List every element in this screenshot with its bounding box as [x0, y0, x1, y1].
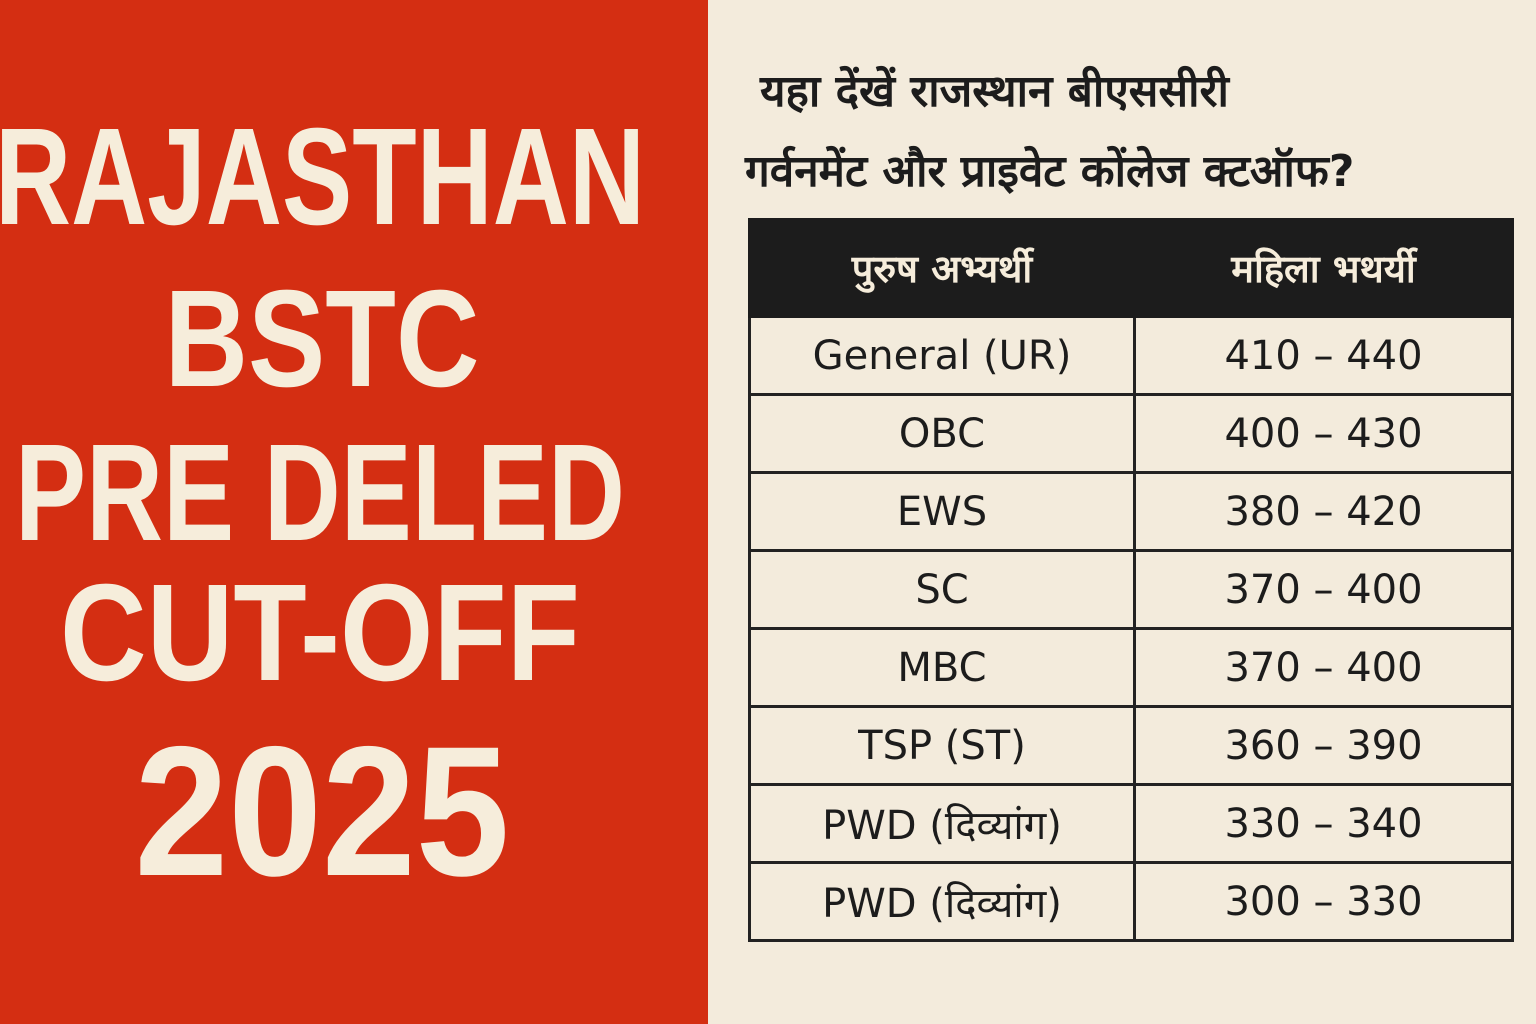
- range-cell: 370 – 400: [1133, 549, 1514, 630]
- range-cell: 410 – 440: [1133, 315, 1514, 396]
- title-line: RAJASTHAN: [0, 100, 645, 254]
- range-cell: 370 – 400: [1133, 627, 1514, 708]
- title-line: CUT-OFF: [60, 556, 580, 710]
- table-row: PWD (दिव्यांग) 330 – 340: [748, 783, 1514, 864]
- category-cell: TSP (ST): [748, 705, 1136, 786]
- table-row: TSP (ST) 360 – 390: [748, 705, 1514, 786]
- title-panel: RAJASTHAN BSTC PRE DELED CUT-OFF 2025: [0, 0, 708, 1024]
- title-line: BSTC: [165, 262, 480, 416]
- header-row: पुरुष अभ्यर्थी महिला भथर्यी: [748, 218, 1514, 318]
- table-row: EWS 380 – 420: [748, 471, 1514, 552]
- range-cell: 380 – 420: [1133, 471, 1514, 552]
- table-body: General (UR) 410 – 440 OBC 400 – 430 EWS 380 …: [748, 315, 1514, 942]
- header-cell: महिला भथर्यी: [1133, 218, 1514, 318]
- category-cell: SC: [748, 549, 1136, 630]
- title-line: 2025: [135, 709, 510, 915]
- table-row: MBC 370 – 400: [748, 627, 1514, 708]
- range-cell: 400 – 430: [1133, 393, 1514, 474]
- heading-line: यहा देंखें राजस्थान बीएससीरी: [760, 66, 1229, 117]
- category-cell: OBC: [748, 393, 1136, 474]
- table-row: OBC 400 – 430: [748, 393, 1514, 474]
- cutoff-table: पुरुष अभ्यर्थी महिला भथर्यी General (UR) 4…: [748, 218, 1514, 942]
- category-cell: PWD (दिव्यांग): [748, 783, 1136, 864]
- category-cell: MBC: [748, 627, 1136, 708]
- range-cell: 360 – 390: [1133, 705, 1514, 786]
- table-row: SC 370 – 400: [748, 549, 1514, 630]
- title-line: PRE DELED: [15, 416, 625, 570]
- heading-line: गर्वनमेंट और प्राइवेट कोंलेज क्टऑफ?: [745, 146, 1355, 197]
- range-cell: 300 – 330: [1133, 861, 1514, 942]
- table-row: General (UR) 410 – 440: [748, 315, 1514, 396]
- category-cell: General (UR): [748, 315, 1136, 396]
- heading: यहा देंखें राजस्थान बीएससीरी गर्वनमेंट औ…: [745, 52, 1535, 212]
- category-cell: PWD (दिव्यांग): [748, 861, 1136, 942]
- category-cell: EWS: [748, 471, 1136, 552]
- table-row: PWD (दिव्यांग) 300 – 330: [748, 861, 1514, 942]
- header-cell: पुरुष अभ्यर्थी: [748, 218, 1136, 318]
- range-cell: 330 – 340: [1133, 783, 1514, 864]
